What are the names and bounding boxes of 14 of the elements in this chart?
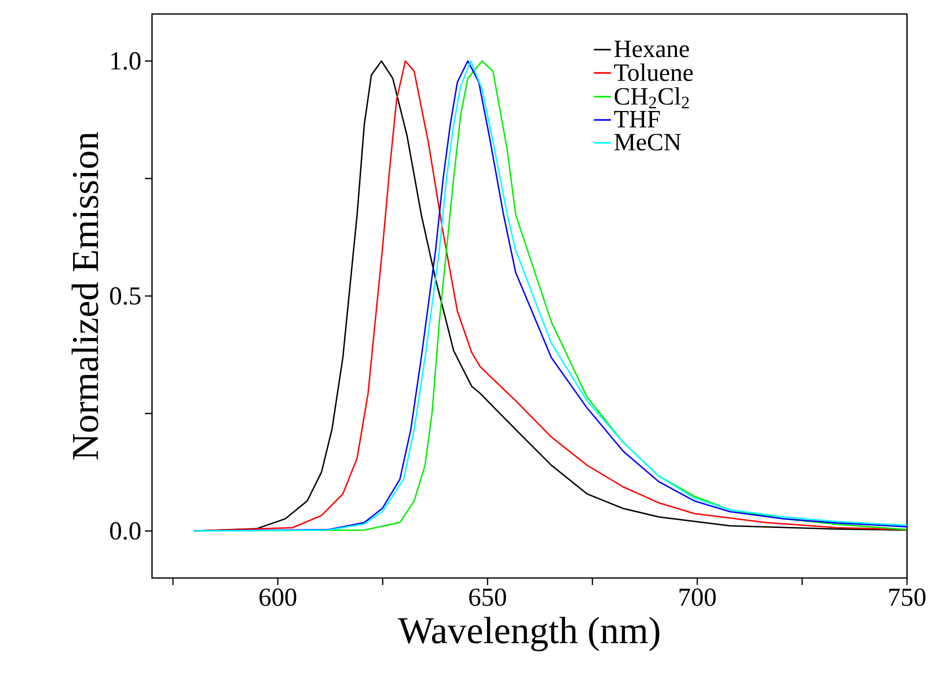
x-tick-label: 650 xyxy=(469,588,506,606)
legend-label: CH$_{2}$Cl$_{2}$ xyxy=(614,87,689,108)
y-tick-label: 0.5 xyxy=(110,287,140,305)
y-axis-title: Normalized Emission xyxy=(72,132,98,460)
legend-label: THF xyxy=(614,111,660,128)
legend-label: Hexane xyxy=(614,40,689,58)
x-tick-label: 750 xyxy=(889,588,926,606)
legend-label: Toluene xyxy=(614,64,693,82)
x-tick-label: 600 xyxy=(260,588,296,606)
x-tick-label: 700 xyxy=(680,588,716,606)
y-tick-label: 0.0 xyxy=(110,522,141,540)
y-tick-label: 1.0 xyxy=(111,52,141,70)
legend-label: MeCN xyxy=(614,134,681,151)
x-axis-title: Wavelength (nm) xyxy=(398,616,660,652)
